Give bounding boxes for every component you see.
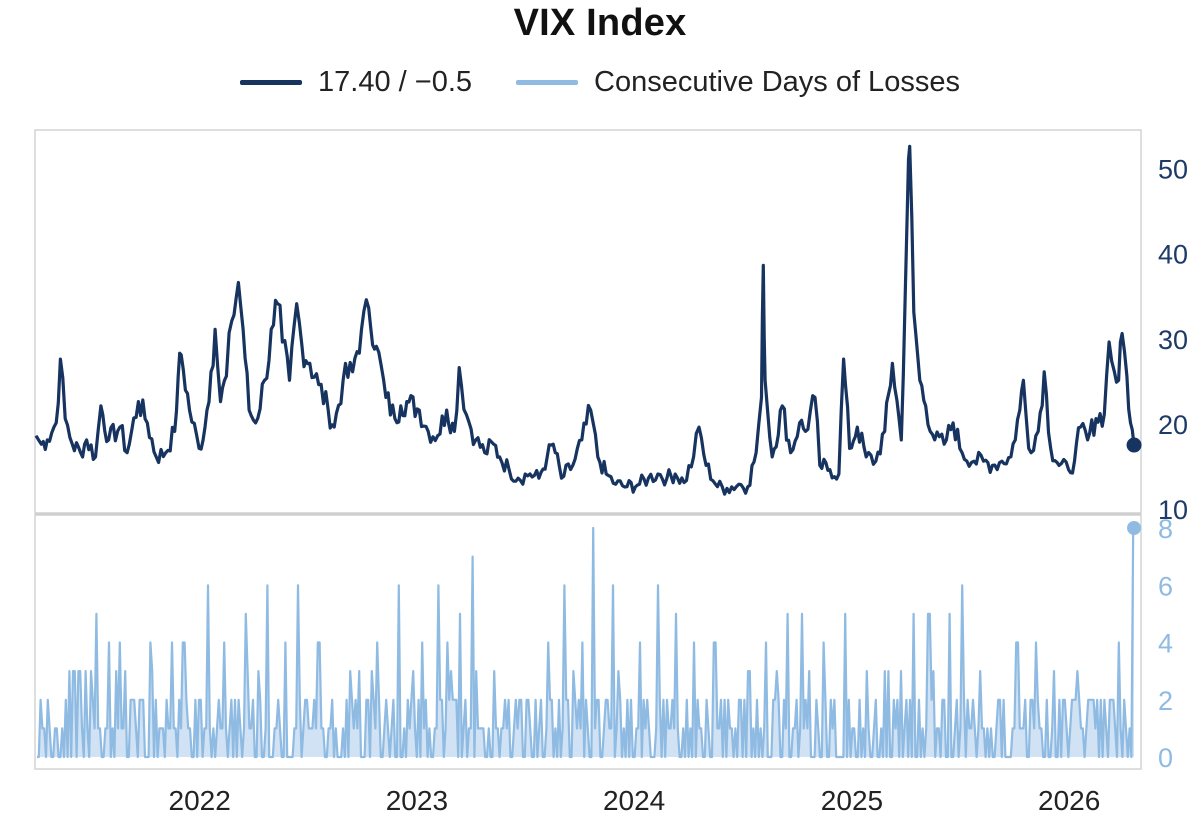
losses-y-tick-label: 8 (1158, 514, 1173, 544)
losses-y-tick-label: 4 (1158, 629, 1173, 659)
x-tick-label: 2024 (603, 785, 665, 816)
losses-series-line (37, 526, 1135, 759)
legend-item-losses[interactable]: Consecutive Days of Losses (516, 66, 960, 99)
vix-y-tick-label: 20 (1158, 410, 1188, 440)
top-panel-frame (34, 129, 1142, 514)
legend-item-vix[interactable]: 17.40 / −0.5 (240, 66, 472, 99)
x-tick-label: 2023 (386, 785, 448, 816)
losses-y-tick-label: 0 (1158, 743, 1173, 773)
vix-y-tick-label: 50 (1158, 155, 1188, 185)
legend-label-vix: 17.40 / −0.5 (318, 66, 473, 98)
legend: 17.40 / −0.5 Consecutive Days of Losses (0, 66, 1200, 99)
vix-y-tick-label: 30 (1158, 325, 1188, 355)
vix-y-tick-label: 10 (1158, 495, 1188, 525)
vix-series-line (34, 144, 1136, 496)
chart-title: VIX Index (513, 2, 687, 44)
losses-y-tick-label: 6 (1158, 571, 1173, 601)
legend-swatch-losses (516, 80, 579, 85)
x-tick-label: 2022 (169, 785, 231, 816)
losses-y-tick-label: 2 (1158, 686, 1173, 716)
legend-swatch-vix (240, 80, 303, 85)
x-tick-label: 2025 (821, 785, 883, 816)
axis-layer: 10 20 30 40 50 0 2 4 6 8 2022 2023 2024 2025 2026 (169, 155, 1189, 816)
losses-layer (37, 521, 1142, 759)
losses-last-point (1127, 521, 1142, 535)
vix-y-tick-label: 40 (1158, 240, 1188, 270)
x-tick-label: 2026 (1038, 785, 1100, 816)
vix-last-point (1126, 437, 1142, 453)
legend-label-losses: Consecutive Days of Losses (594, 66, 960, 98)
vix-layer (34, 144, 1142, 496)
losses-area (37, 528, 1134, 757)
